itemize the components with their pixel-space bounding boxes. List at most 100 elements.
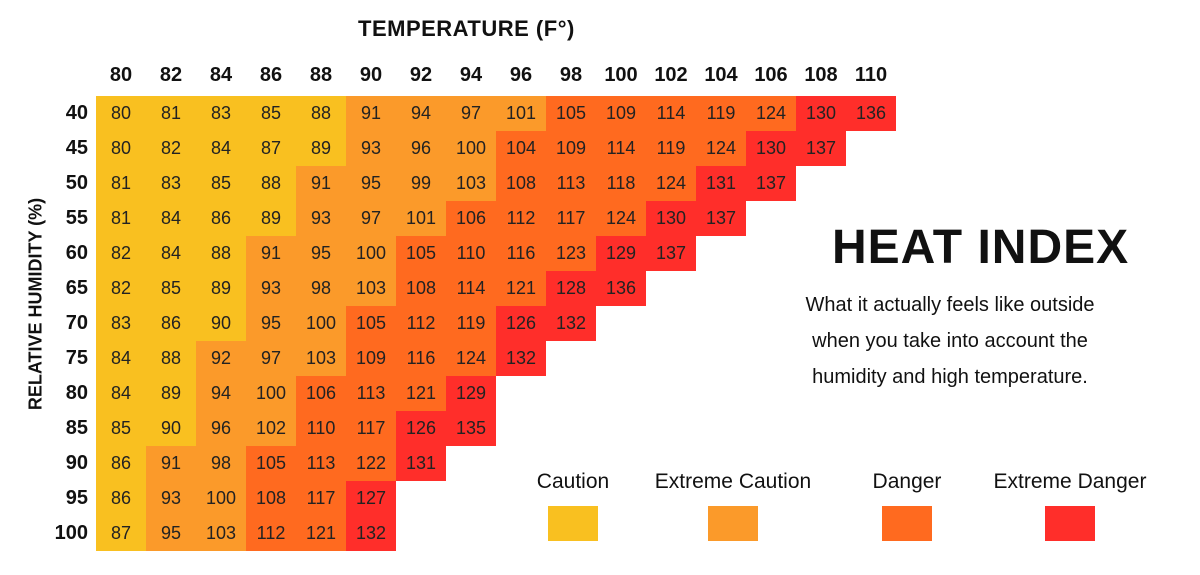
heat-cell: 127 [346, 481, 396, 516]
heat-cell: 136 [596, 271, 646, 306]
heat-cell: 121 [296, 516, 346, 551]
heat-cell: 130 [796, 96, 846, 131]
heat-cell: 82 [146, 131, 196, 166]
heat-cell: 88 [196, 236, 246, 271]
legend-label: Caution [536, 470, 610, 493]
legend-swatch [548, 506, 598, 541]
y-tick-label: 50 [65, 172, 88, 194]
legend-item: Extreme Caution [633, 470, 833, 541]
heat-cell: 124 [446, 341, 496, 376]
y-tick-label: 70 [65, 312, 88, 334]
heat-cell: 86 [196, 201, 246, 236]
y-tick-label: 95 [65, 487, 88, 509]
heat-cell: 124 [646, 166, 696, 201]
heat-cell: 117 [346, 411, 396, 446]
heat-cell: 91 [346, 96, 396, 131]
heat-cell: 131 [696, 166, 746, 201]
heat-cell: 87 [96, 516, 146, 551]
heat-cell: 135 [446, 411, 496, 446]
heat-cell: 100 [246, 376, 296, 411]
heat-cell: 110 [446, 236, 496, 271]
heat-cell: 112 [246, 516, 296, 551]
heat-cell: 85 [246, 96, 296, 131]
heat-cell: 124 [696, 131, 746, 166]
heat-cell: 129 [446, 376, 496, 411]
heat-cell: 100 [196, 481, 246, 516]
description-line: when you take into account the [812, 330, 1088, 352]
x-tick-label: 80 [109, 64, 133, 86]
heat-cell: 88 [146, 341, 196, 376]
x-tick-label: 96 [509, 64, 533, 86]
heat-cell: 84 [96, 341, 146, 376]
legend-label: Danger [872, 470, 942, 493]
heat-cell: 103 [346, 271, 396, 306]
heat-cell: 97 [246, 341, 296, 376]
x-tick-label: 100 [604, 64, 638, 86]
heat-cell: 105 [396, 236, 446, 271]
heat-cell: 122 [346, 446, 396, 481]
heat-cell: 81 [96, 166, 146, 201]
heat-cell: 84 [196, 131, 246, 166]
heat-cell: 89 [146, 376, 196, 411]
heat-cell: 84 [146, 236, 196, 271]
y-tick-label: 80 [65, 382, 88, 404]
heat-cell: 89 [296, 131, 346, 166]
chart-description: What it actually feels like outside when… [780, 287, 1120, 395]
heat-cell: 98 [296, 271, 346, 306]
heat-cell: 110 [296, 411, 346, 446]
heat-cell: 113 [346, 376, 396, 411]
heat-cell: 117 [296, 481, 346, 516]
heat-cell: 137 [696, 201, 746, 236]
legend-item: Caution [473, 470, 673, 541]
x-tick-label: 106 [754, 64, 788, 86]
heat-cell: 97 [346, 201, 396, 236]
x-tick-label: 94 [459, 64, 483, 86]
heat-cell: 128 [546, 271, 596, 306]
x-tick-label: 88 [309, 64, 333, 86]
heat-cell: 119 [696, 96, 746, 131]
heat-cell: 92 [196, 341, 246, 376]
heat-cell: 98 [196, 446, 246, 481]
heat-cell: 88 [246, 166, 296, 201]
heat-cell: 81 [96, 201, 146, 236]
heat-cell: 85 [196, 166, 246, 201]
heat-cell: 87 [246, 131, 296, 166]
heat-cell: 100 [346, 236, 396, 271]
heat-cell: 80 [96, 96, 146, 131]
x-tick-label: 108 [804, 64, 838, 86]
heat-cell: 101 [496, 96, 546, 131]
heat-cell: 86 [96, 446, 146, 481]
heat-cell: 93 [146, 481, 196, 516]
x-tick-label: 102 [654, 64, 688, 86]
heat-cell: 108 [396, 271, 446, 306]
heat-cell: 104 [496, 131, 546, 166]
y-tick-label: 85 [65, 417, 88, 439]
heat-cell: 116 [496, 236, 546, 271]
y-tick-label: 75 [65, 347, 88, 369]
heat-cell: 84 [146, 201, 196, 236]
heat-cell: 83 [196, 96, 246, 131]
heat-cell: 86 [96, 481, 146, 516]
heat-cell: 80 [96, 131, 146, 166]
heat-cell: 108 [496, 166, 546, 201]
heat-cell: 89 [196, 271, 246, 306]
heat-cell: 137 [646, 236, 696, 271]
x-tick-label: 110 [854, 64, 888, 86]
chart-title: HEAT INDEX [832, 221, 1130, 274]
heat-cell: 113 [296, 446, 346, 481]
legend-swatch [882, 506, 932, 541]
heat-cell: 124 [596, 201, 646, 236]
heat-cell: 123 [546, 236, 596, 271]
heat-cell: 130 [646, 201, 696, 236]
y-tick-label: 65 [65, 277, 88, 299]
heat-cell: 112 [496, 201, 546, 236]
heat-cell: 105 [246, 446, 296, 481]
heat-cell: 117 [546, 201, 596, 236]
heat-cell: 90 [196, 306, 246, 341]
legend-item: Extreme Danger [970, 470, 1170, 541]
heat-cell: 109 [346, 341, 396, 376]
heat-cell: 82 [96, 236, 146, 271]
legend-swatch [1045, 506, 1095, 541]
heat-cell: 132 [346, 516, 396, 551]
heat-cell: 86 [146, 306, 196, 341]
